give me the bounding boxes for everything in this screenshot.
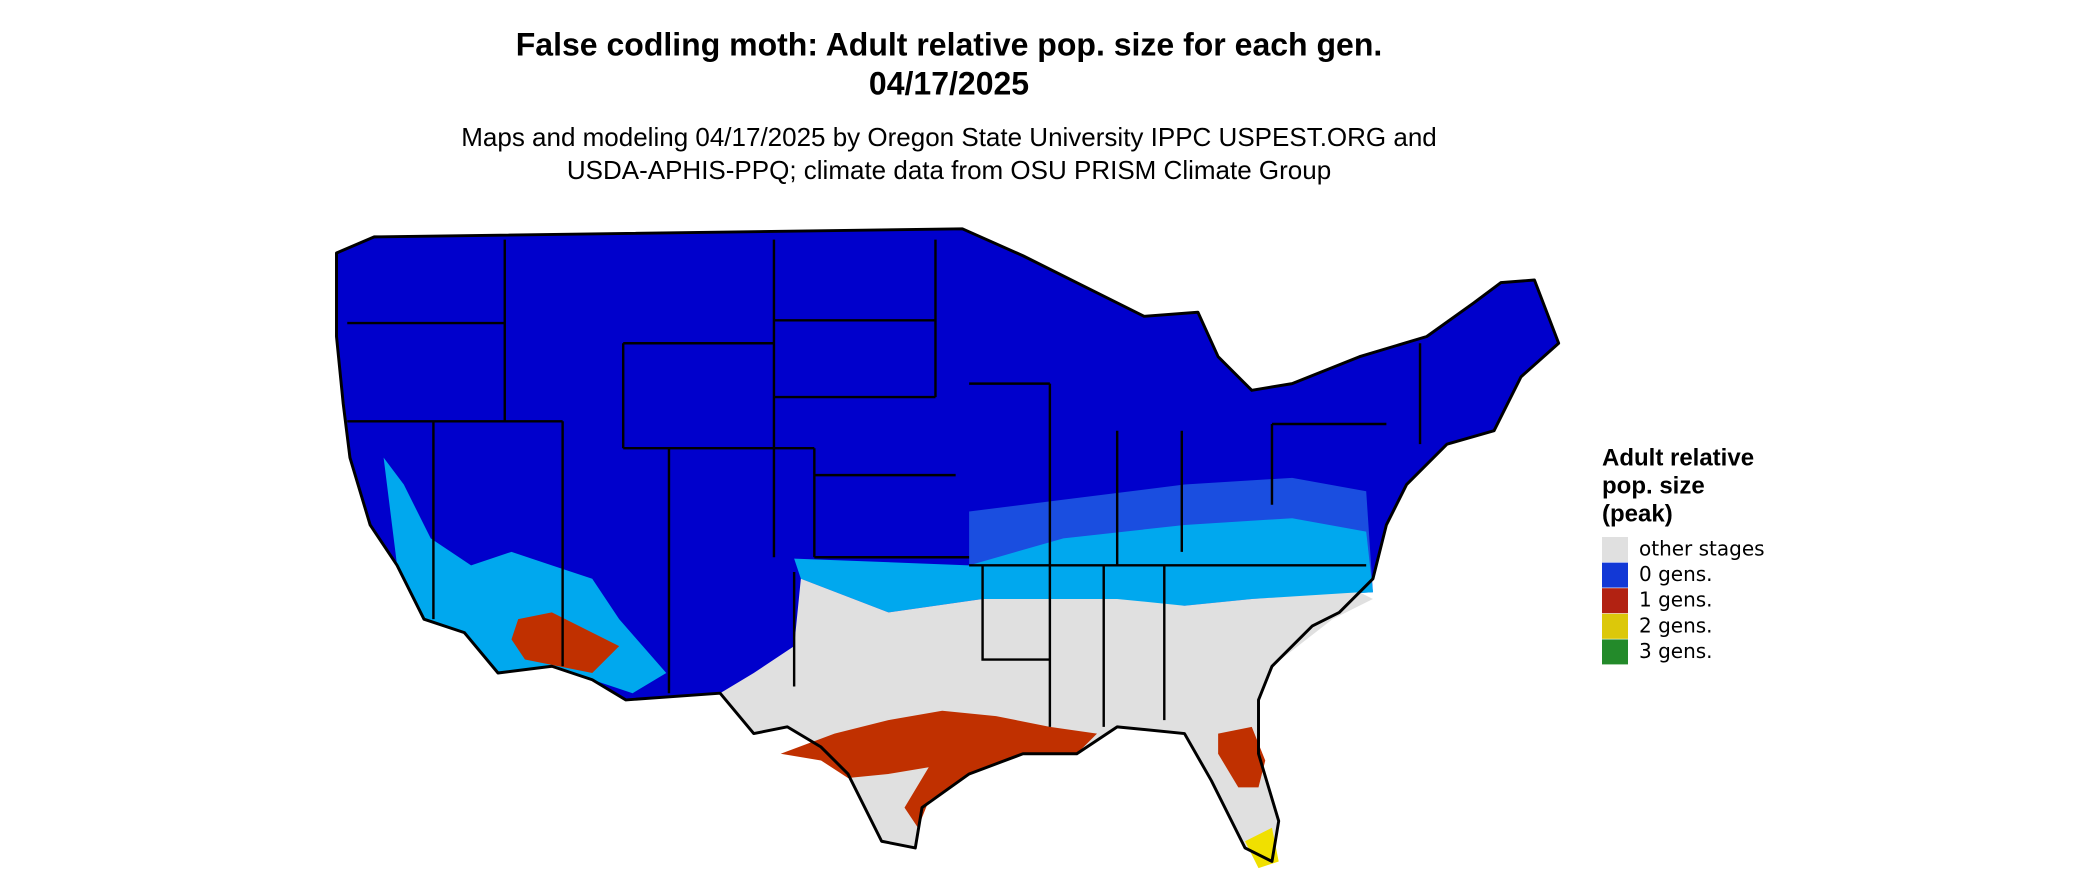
legend-title: pop. size (1602, 472, 1705, 499)
legend-label: 2 gens. (1639, 613, 1713, 637)
region-red (1218, 726, 1266, 788)
legend-swatch (1602, 537, 1628, 562)
legend-swatch (1602, 639, 1628, 665)
subtitle: Maps and modeling 04/17/2025 by Oregon S… (461, 122, 1437, 152)
region-red (780, 710, 1097, 828)
us-outline (335, 227, 1561, 863)
legend-swatch (1602, 613, 1628, 639)
legend-title: (peak) (1602, 500, 1673, 527)
region-gray (720, 578, 1373, 862)
map-date: 04/17/2025 (869, 65, 1029, 101)
legend-title: Adult relative (1602, 444, 1754, 471)
legend-swatch (1602, 588, 1628, 614)
legend-label: other stages (1639, 537, 1765, 561)
subtitle: USDA-APHIS-PPQ; climate data from OSU PR… (567, 155, 1331, 185)
region-red (511, 612, 620, 673)
map-title: False codling moth: Adult relative pop. … (516, 26, 1383, 62)
legend-swatch (1602, 562, 1628, 588)
legend-label: 1 gens. (1639, 588, 1713, 612)
state-borders (347, 239, 1422, 727)
legend-label: 0 gens. (1639, 562, 1713, 586)
legend-label: 3 gens. (1639, 639, 1713, 663)
us-map (335, 227, 1561, 869)
